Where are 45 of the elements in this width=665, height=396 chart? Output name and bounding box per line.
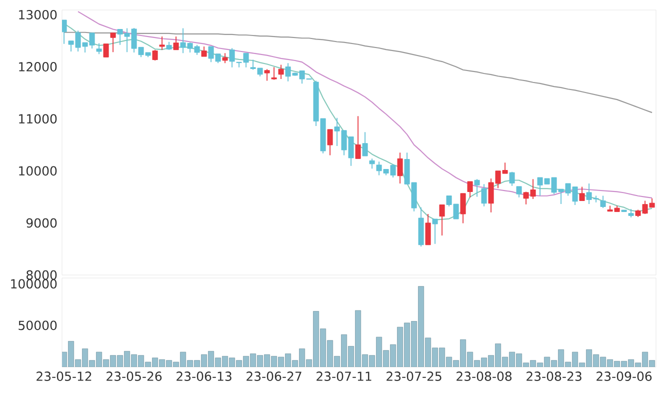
candlestick: [271, 66, 277, 80]
candlestick: [460, 192, 466, 224]
candlestick: [355, 116, 361, 160]
x-tick-label: 23-06-27: [246, 372, 302, 381]
candlestick: [481, 184, 487, 207]
candlestick: [425, 214, 431, 246]
candlestick: [173, 36, 179, 50]
y-tick-label: 13000: [19, 10, 57, 20]
candlestick: [96, 42, 102, 55]
candlestick: [467, 181, 473, 198]
candlestick: [474, 178, 480, 198]
candlestick: [222, 52, 228, 64]
candlestick: [264, 68, 270, 82]
candlestick: [159, 36, 165, 50]
candlestick: [201, 46, 207, 57]
x-tick-label: 23-09-06: [596, 372, 652, 381]
candlestick: [509, 171, 515, 186]
candlestick: [432, 218, 438, 244]
candlestick: [110, 32, 116, 53]
x-tick-label: 23-05-26: [106, 372, 162, 381]
candlestick: [397, 152, 403, 184]
y-tick-label: 8000: [26, 270, 57, 280]
x-tick-label: 23-08-23: [526, 372, 582, 381]
candlestick: [600, 195, 606, 208]
y-tick-label: 12000: [19, 62, 57, 72]
y-tick-label: 100000: [11, 279, 57, 289]
candlestick: [579, 186, 585, 202]
x-tick-label: 23-05-12: [36, 372, 92, 381]
candlestick: [327, 128, 333, 156]
candlestick: [362, 132, 368, 156]
y-tick-label: 10000: [19, 166, 57, 176]
y-tick-label: 9000: [26, 218, 57, 228]
candlestick: [439, 204, 445, 236]
x-tick-label: 23-07-25: [386, 372, 442, 381]
candlestick: [229, 48, 235, 68]
candlestick: [103, 43, 109, 58]
y-tick-label: 11000: [19, 114, 57, 124]
x-tick-label: 23-07-11: [316, 372, 372, 381]
y-tick-label: 50000: [18, 320, 57, 330]
candlestick: [278, 64, 284, 80]
candlestick: [369, 158, 375, 170]
candlestick: [516, 186, 522, 198]
x-tick-label: 23-08-08: [456, 372, 512, 381]
x-tick-label: 23-06-13: [176, 372, 232, 381]
candlestick: [152, 49, 158, 61]
